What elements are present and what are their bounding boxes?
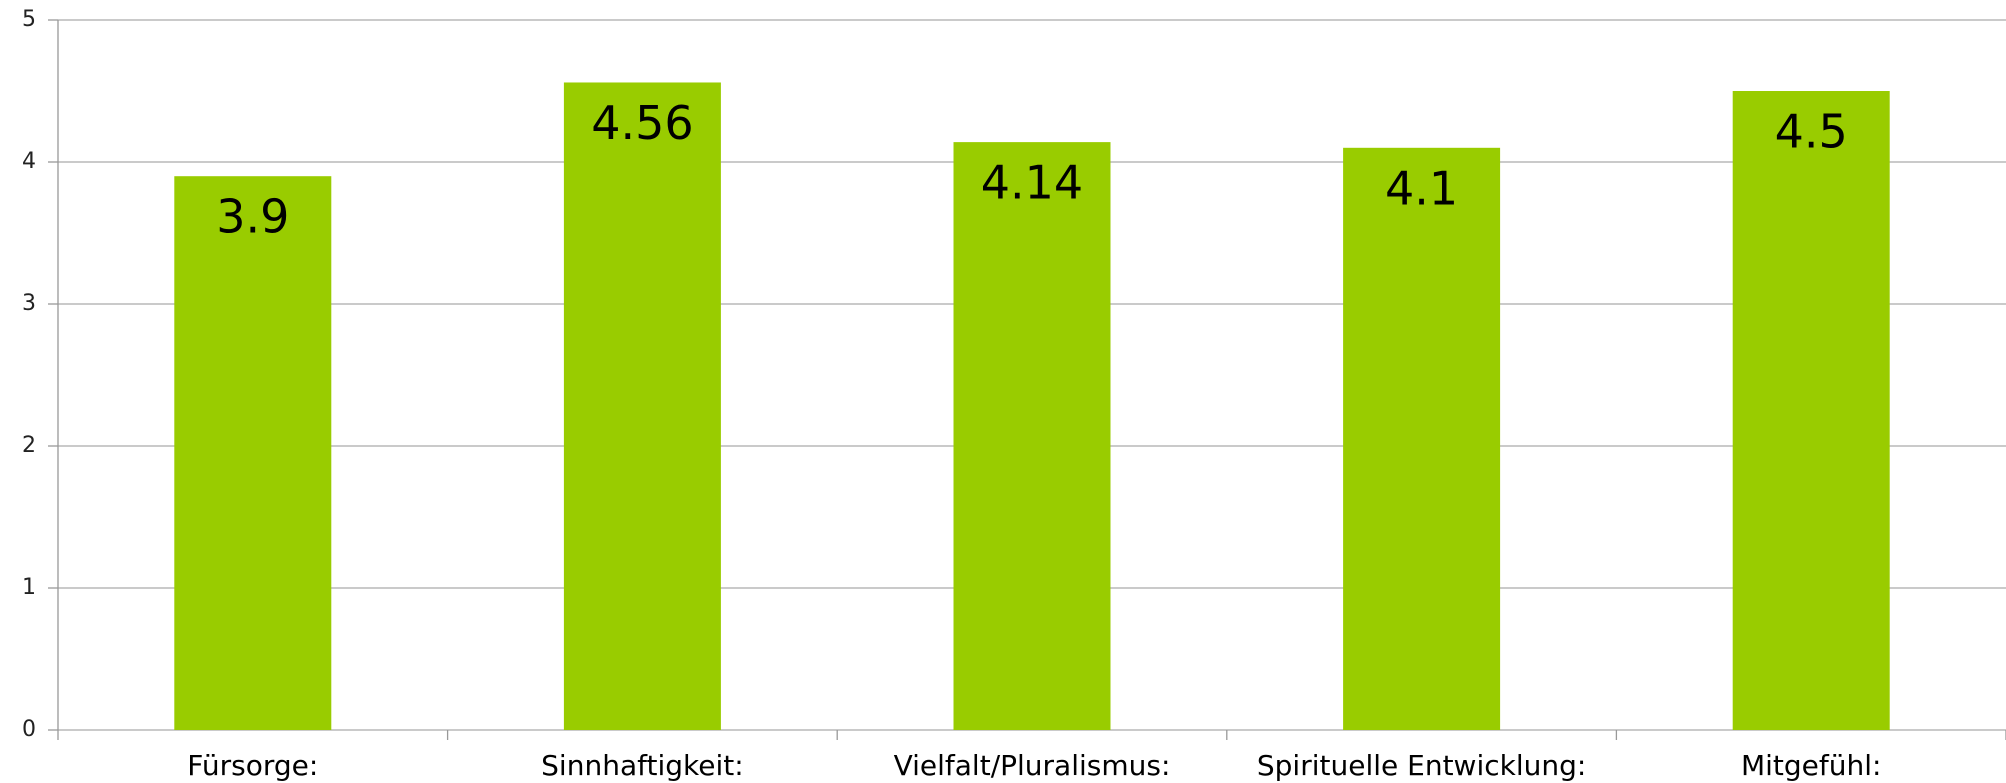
y-tick-label: 0 [22, 717, 36, 742]
x-tick-label: Fürsorge: [187, 749, 318, 782]
data-label: 3.9 [216, 190, 289, 244]
y-tick-label: 3 [22, 291, 36, 316]
y-tick-label: 2 [22, 433, 36, 458]
bar [174, 176, 332, 730]
x-tick-label: Vielfalt/Pluralismus: [894, 749, 1171, 782]
data-label: 4.14 [981, 156, 1083, 210]
y-tick-label: 4 [22, 149, 36, 174]
bar [1732, 91, 1890, 730]
x-tick-label: Mitgefühl: [1741, 749, 1881, 782]
data-label: 4.1 [1385, 161, 1458, 215]
y-tick-label: 5 [22, 7, 36, 32]
x-tick-label: Spirituelle Entwicklung: [1257, 749, 1586, 782]
bar [563, 82, 721, 731]
bar [1343, 147, 1501, 731]
data-label: 4.5 [1775, 105, 1848, 159]
data-label: 4.56 [591, 96, 693, 150]
y-tick-label: 1 [22, 575, 36, 600]
x-tick-label: Sinnhaftigkeit: [541, 749, 743, 782]
bar [953, 142, 1111, 730]
